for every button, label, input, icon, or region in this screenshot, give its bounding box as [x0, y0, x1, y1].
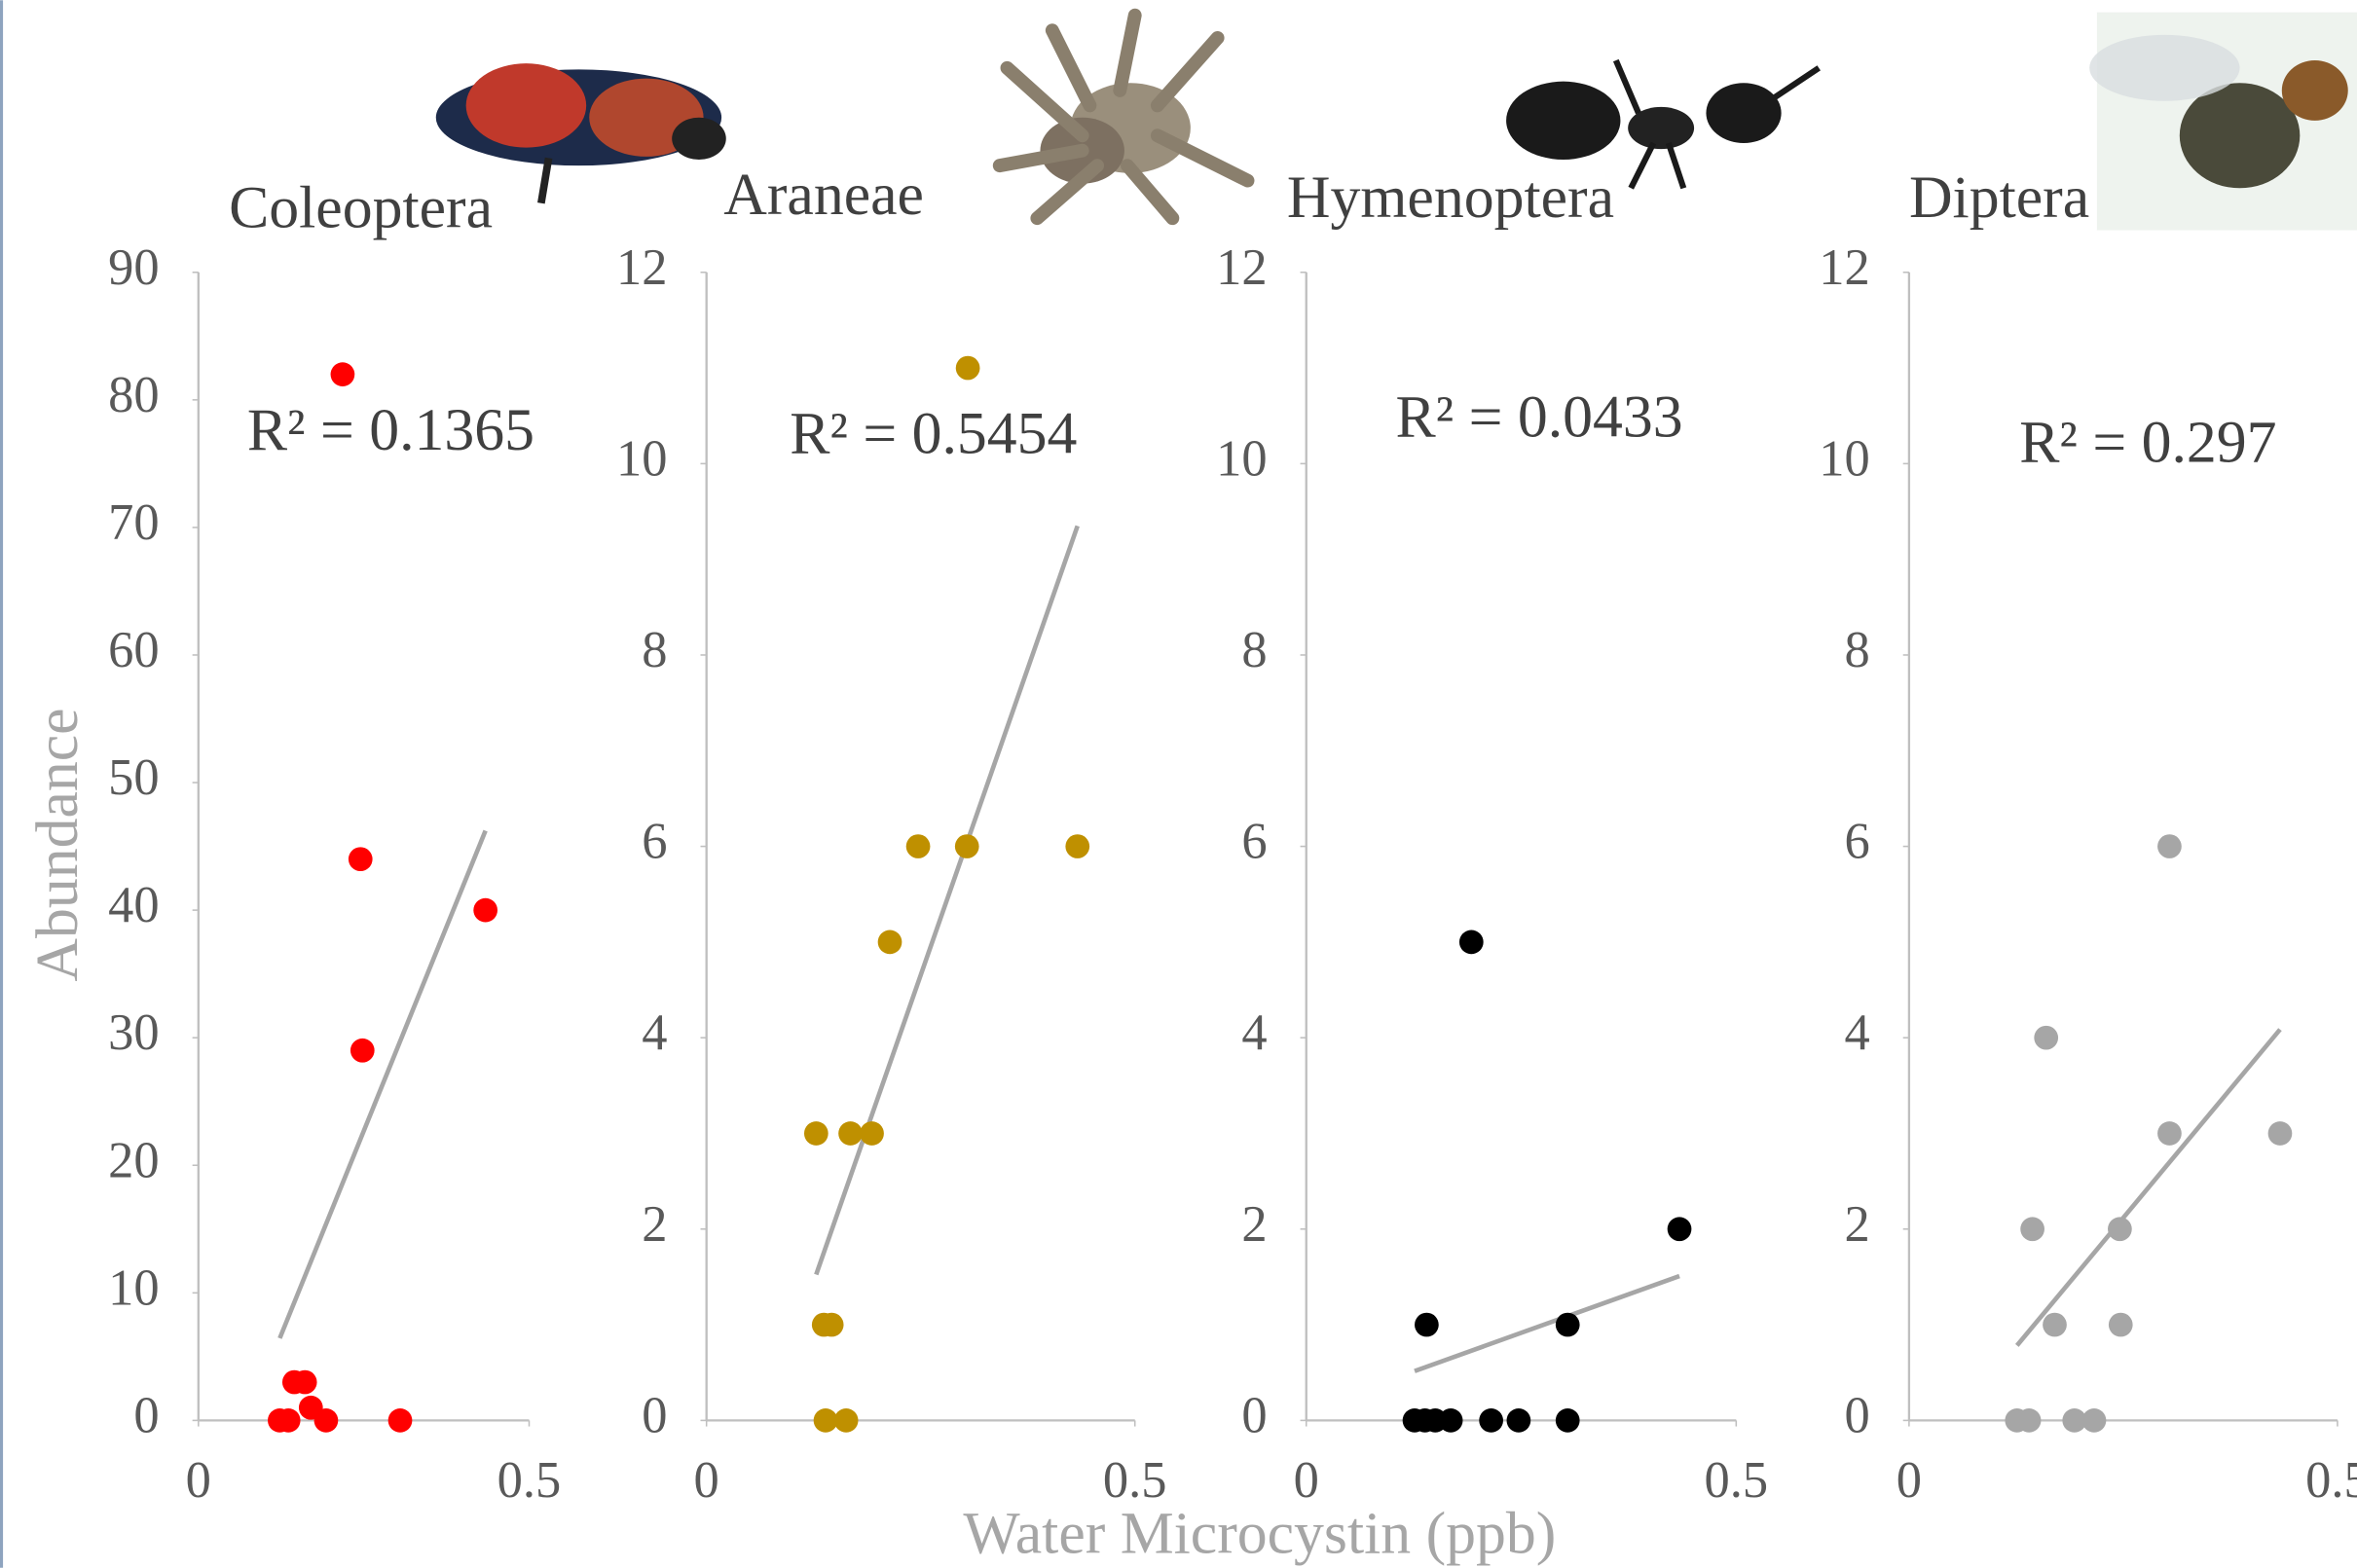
panel-title: Diptera	[1909, 164, 2089, 231]
data-point	[1479, 1408, 1503, 1433]
data-point	[1415, 1313, 1439, 1337]
y-tick-label: 30	[108, 1004, 159, 1061]
x-tick-label: 0	[1294, 1452, 1319, 1509]
data-point	[314, 1408, 339, 1433]
x-tick-label: 0	[186, 1452, 211, 1509]
y-tick-label: 10	[108, 1259, 159, 1316]
y-tick-label: 2	[1844, 1196, 1869, 1253]
y-tick-label: 2	[1241, 1196, 1267, 1253]
y-tick-label: 8	[1241, 622, 1267, 678]
trendline	[279, 830, 485, 1337]
x-tick-label: 0.5	[1705, 1452, 1769, 1509]
data-point	[1556, 1313, 1580, 1337]
y-tick-label: 10	[616, 430, 667, 487]
x-tick-label: 0.5	[2305, 1452, 2357, 1509]
data-point	[293, 1370, 317, 1395]
data-point	[2017, 1408, 2042, 1433]
data-point	[2108, 1217, 2132, 1241]
r-squared-label: R² = 0.1365	[247, 397, 534, 463]
data-point	[878, 930, 902, 955]
chart: Water Microcystin (ppb) Abundance 010203…	[0, 0, 2357, 1568]
y-tick-label: 0	[133, 1387, 159, 1443]
r-squared-label: R² = 0.5454	[790, 400, 1077, 466]
y-tick-label: 8	[1844, 622, 1869, 678]
y-tick-label: 0	[1844, 1387, 1869, 1443]
data-point	[276, 1408, 301, 1433]
trendline	[816, 526, 1077, 1274]
data-point	[838, 1121, 863, 1146]
data-point	[1668, 1217, 1692, 1241]
data-point	[2268, 1121, 2293, 1146]
y-tick-label: 10	[1819, 430, 1869, 487]
panel-title: Hymenoptera	[1287, 164, 1614, 231]
r-squared-label: R² = 0.0433	[1395, 383, 1682, 450]
y-tick-label: 20	[108, 1132, 159, 1188]
data-point	[331, 362, 355, 386]
data-point	[388, 1408, 413, 1433]
y-tick-label: 8	[642, 622, 667, 678]
y-tick-label: 60	[108, 622, 159, 678]
y-axis-title: Abundance	[24, 708, 91, 981]
data-point	[349, 847, 373, 871]
y-tick-label: 6	[642, 814, 667, 870]
y-tick-label: 4	[1241, 1004, 1267, 1061]
y-tick-label: 12	[616, 239, 667, 296]
y-tick-label: 70	[108, 494, 159, 551]
data-point	[350, 1039, 375, 1063]
x-axis-title: Water Microcystin (ppb)	[963, 1501, 1556, 1567]
data-point	[906, 834, 931, 858]
y-tick-label: 50	[108, 749, 159, 806]
data-point	[2109, 1313, 2133, 1337]
fly-image	[2089, 13, 2357, 231]
y-tick-label: 12	[1216, 239, 1267, 296]
data-point	[2157, 1121, 2182, 1146]
trendline	[2017, 1030, 2280, 1346]
y-tick-label: 2	[642, 1196, 667, 1253]
y-tick-label: 0	[1241, 1387, 1267, 1443]
y-tick-label: 6	[1241, 814, 1267, 870]
data-point	[1459, 930, 1484, 955]
data-point	[955, 834, 979, 858]
data-point	[860, 1121, 884, 1146]
y-tick-label: 90	[108, 239, 159, 296]
panel-title: Coleoptera	[229, 175, 493, 241]
y-tick-label: 6	[1844, 814, 1869, 870]
data-point	[804, 1121, 829, 1146]
data-point	[2157, 834, 2182, 858]
x-tick-label: 0.5	[497, 1452, 562, 1509]
data-point	[834, 1408, 859, 1433]
data-point	[1507, 1408, 1531, 1433]
data-point	[956, 356, 980, 381]
data-point	[2043, 1313, 2067, 1337]
x-tick-label: 0	[694, 1452, 719, 1509]
y-tick-label: 12	[1819, 239, 1869, 296]
y-tick-label: 80	[108, 367, 159, 423]
panel-title: Araneae	[723, 162, 924, 228]
data-point	[820, 1313, 844, 1337]
y-tick-label: 0	[642, 1387, 667, 1443]
spider-image	[1000, 16, 1248, 218]
data-point	[1065, 834, 1089, 858]
y-tick-label: 4	[642, 1004, 667, 1061]
y-tick-label: 10	[1216, 430, 1267, 487]
data-point	[2020, 1217, 2044, 1241]
y-tick-label: 4	[1844, 1004, 1869, 1061]
y-tick-label: 40	[108, 877, 159, 933]
data-point	[814, 1408, 838, 1433]
data-point	[1556, 1408, 1580, 1433]
data-point	[1439, 1408, 1463, 1433]
trendline	[1415, 1276, 1679, 1371]
data-point	[473, 898, 497, 923]
data-point	[2082, 1408, 2107, 1433]
data-point	[2034, 1026, 2058, 1050]
r-squared-label: R² = 0.297	[2019, 410, 2276, 476]
x-tick-label: 0	[1897, 1452, 1922, 1509]
x-tick-label: 0.5	[1103, 1452, 1167, 1509]
